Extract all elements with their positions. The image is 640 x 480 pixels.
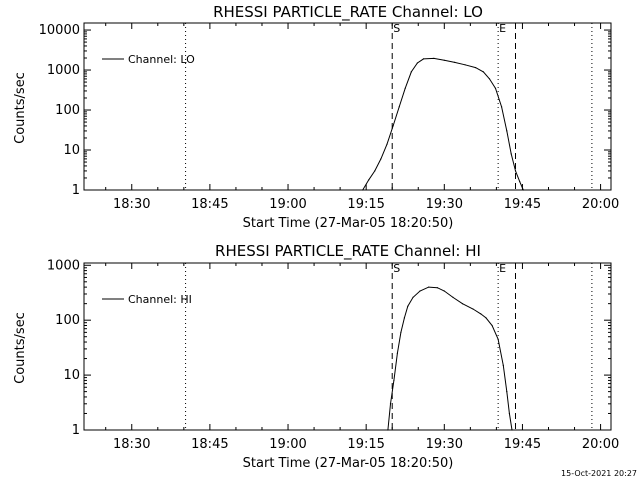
data-point <box>510 153 512 155</box>
data-point <box>514 170 517 172</box>
x-axis-label: Start Time (27-Mar-05 18:20:50) <box>243 216 454 231</box>
y-tick-label: 10 <box>63 368 80 383</box>
data-point <box>522 189 524 191</box>
data-point <box>403 317 405 319</box>
y-tick-label: 10000 <box>39 23 80 38</box>
x-tick-label: 19:15 <box>347 437 384 452</box>
x-tick-label: 18:45 <box>191 197 228 212</box>
x-tick-label: 18:30 <box>113 437 150 452</box>
data-point <box>362 189 364 191</box>
data-point <box>407 305 409 307</box>
x-tick-label: 19:00 <box>269 197 306 212</box>
data-point <box>461 303 464 305</box>
data-point <box>443 290 445 292</box>
legend: Channel: HI <box>102 293 192 306</box>
y-tick-label: 10 <box>63 143 80 158</box>
data-point <box>386 143 388 145</box>
event-marker-label: E <box>499 262 506 275</box>
data-point <box>506 130 508 132</box>
data-point <box>511 429 513 431</box>
data-point <box>454 61 456 64</box>
data-point <box>387 429 389 431</box>
data-point <box>480 313 482 315</box>
panel-lo: RHESSI PARTICLE_RATE Channel: LO 18:30 18… <box>13 3 619 231</box>
data-point <box>416 62 418 64</box>
data-point <box>412 296 414 298</box>
x-tick-label: 19:45 <box>504 197 541 212</box>
panel-hi: RHESSI PARTICLE_RATE Channel: HI 18:30 18… <box>13 242 619 471</box>
data-point <box>374 170 376 172</box>
y-tick-label: 1 <box>72 183 80 198</box>
data-point <box>488 78 491 80</box>
data-point <box>393 379 395 381</box>
x-tick-label: 20:00 <box>582 437 619 452</box>
x-tick-label: 19:00 <box>269 437 306 452</box>
data-point <box>475 67 477 69</box>
data-point <box>398 106 400 108</box>
legend: Channel: LO <box>102 53 195 66</box>
plot-area: 18:30 18:45 19:00 19:15 19:30 19:45 20:00 1 10 10… <box>39 22 620 212</box>
event-marker-label: S <box>393 22 400 35</box>
series-line <box>362 57 524 191</box>
event-marker-label: S <box>393 262 400 275</box>
data-point <box>452 296 454 298</box>
data-point <box>419 290 421 292</box>
plot-frame <box>83 22 612 191</box>
series-line <box>387 286 513 431</box>
data-point <box>506 391 508 393</box>
data-point <box>404 87 406 89</box>
data-point <box>464 64 466 66</box>
legend-label: Channel: LO <box>128 53 195 66</box>
x-tick-label: 19:45 <box>504 437 541 452</box>
data-point <box>422 58 425 60</box>
x-tick-label: 18:30 <box>113 197 150 212</box>
plot-frame <box>83 262 612 431</box>
y-tick-label: 100 <box>55 313 80 328</box>
data-point <box>392 125 394 127</box>
data-point <box>389 403 392 405</box>
data-point <box>428 286 430 288</box>
data-point <box>443 59 445 61</box>
data-point <box>508 412 510 415</box>
y-tick-label: 100 <box>55 103 80 118</box>
data-point <box>396 352 398 354</box>
data-point <box>436 287 438 289</box>
data-point <box>380 158 382 160</box>
x-tick-label: 20:00 <box>582 197 619 212</box>
data-point <box>497 338 499 340</box>
timestamp: 15-Oct-2021 20:27 <box>561 469 637 478</box>
data-point <box>501 106 503 108</box>
x-tick-label: 18:45 <box>191 437 228 452</box>
data-point <box>502 364 504 366</box>
data-point <box>400 331 402 333</box>
y-axis-label: Counts/sec <box>13 312 28 384</box>
chart-title: RHESSI PARTICLE_RATE Channel: HI <box>215 242 481 261</box>
y-tick-label: 1000 <box>47 258 80 273</box>
y-tick-label: 1000 <box>47 63 80 78</box>
x-tick-label: 19:15 <box>347 197 384 212</box>
x-tick-label: 19:30 <box>426 437 463 452</box>
data-point <box>433 57 435 60</box>
data-point <box>410 71 412 73</box>
x-tick-label: 19:30 <box>426 197 463 212</box>
y-tick-label: 1 <box>72 423 80 438</box>
chart-title: RHESSI PARTICLE_RATE Channel: LO <box>213 3 483 22</box>
data-point <box>368 179 370 181</box>
data-point <box>491 324 493 327</box>
data-point <box>494 87 497 89</box>
legend-label: Channel: HI <box>128 293 192 306</box>
data-point <box>519 181 521 183</box>
data-point <box>482 71 484 73</box>
x-axis-label: Start Time (27-Mar-05 18:20:50) <box>243 456 454 471</box>
y-axis-label: Counts/sec <box>13 72 28 144</box>
data-point <box>485 317 487 319</box>
event-marker-label: E <box>499 22 506 35</box>
plot-area: 18:30 18:45 19:00 19:15 19:30 19:45 20:00 1 10 10… <box>47 258 619 452</box>
data-point <box>472 308 474 310</box>
